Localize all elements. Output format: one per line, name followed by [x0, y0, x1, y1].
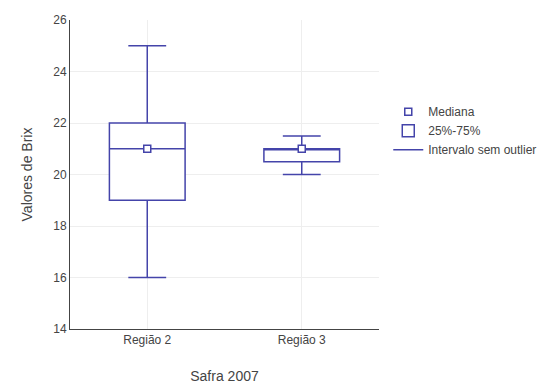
svg-text:16: 16 — [53, 271, 67, 285]
svg-text:22: 22 — [53, 116, 67, 130]
svg-text:Intervalo sem outlier: Intervalo sem outlier — [428, 143, 536, 157]
svg-text:Safra 2007: Safra 2007 — [190, 368, 259, 384]
svg-text:18: 18 — [53, 219, 67, 233]
svg-text:20: 20 — [53, 168, 67, 182]
svg-text:Região 2: Região 2 — [123, 333, 171, 347]
svg-text:14: 14 — [53, 322, 67, 336]
svg-text:Valores de Brix: Valores de Brix — [19, 128, 35, 222]
svg-text:24: 24 — [53, 65, 67, 79]
svg-text:25%-75%: 25%-75% — [428, 124, 480, 138]
svg-text:Mediana: Mediana — [428, 105, 474, 119]
svg-text:Região 3: Região 3 — [278, 333, 326, 347]
svg-text:26: 26 — [53, 13, 67, 27]
